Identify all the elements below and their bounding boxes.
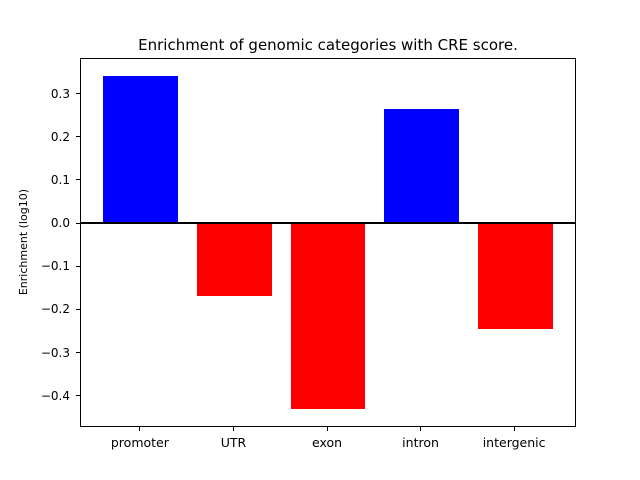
- y-tick-mark: [76, 136, 80, 138]
- bar-intron: [384, 108, 459, 224]
- y-tick-label: −0.2: [40, 302, 70, 317]
- y-tick-mark: [76, 93, 80, 95]
- bar-promoter: [103, 76, 179, 224]
- y-tick-mark: [76, 308, 80, 310]
- x-tick-mark: [513, 427, 515, 431]
- x-tick-label-exon: exon: [311, 435, 343, 450]
- y-tick-mark: [76, 222, 80, 224]
- bar-UTR: [197, 223, 272, 297]
- y-tick-label: 0.0: [50, 216, 70, 231]
- y-tick-label: −0.1: [40, 259, 70, 274]
- zero-line: [81, 222, 575, 225]
- y-tick-mark: [76, 179, 80, 181]
- x-tick-label-intron: intron: [402, 435, 439, 450]
- x-tick-label-promoter: promoter: [110, 435, 169, 450]
- y-tick-mark: [76, 395, 80, 397]
- bar-exon: [290, 223, 366, 409]
- plot-area: [80, 58, 576, 427]
- y-axis: 0.3 0.2 0.1 0.0 −0.1 −0.2 −0.3 −0.4: [0, 59, 80, 426]
- chart-title: Enrichment of genomic categories with CR…: [138, 36, 518, 54]
- y-tick-label: 0.2: [50, 129, 70, 144]
- x-tick-mark: [139, 427, 141, 431]
- x-tick-label-intergenic: intergenic: [482, 435, 546, 450]
- y-tick-mark: [76, 352, 80, 354]
- x-tick-mark: [326, 427, 328, 431]
- x-axis: promoter UTR exon intron intergenic: [80, 427, 576, 457]
- x-tick-label-UTR: UTR: [220, 435, 247, 450]
- y-tick-label: 0.1: [50, 172, 70, 187]
- bar-intergenic: [477, 223, 553, 329]
- y-tick-label: −0.4: [40, 388, 70, 403]
- y-tick-label: −0.3: [40, 345, 70, 360]
- x-tick-mark: [232, 427, 234, 431]
- y-tick-mark: [76, 265, 80, 267]
- x-tick-mark: [420, 427, 422, 431]
- y-tick-label: 0.3: [50, 86, 70, 101]
